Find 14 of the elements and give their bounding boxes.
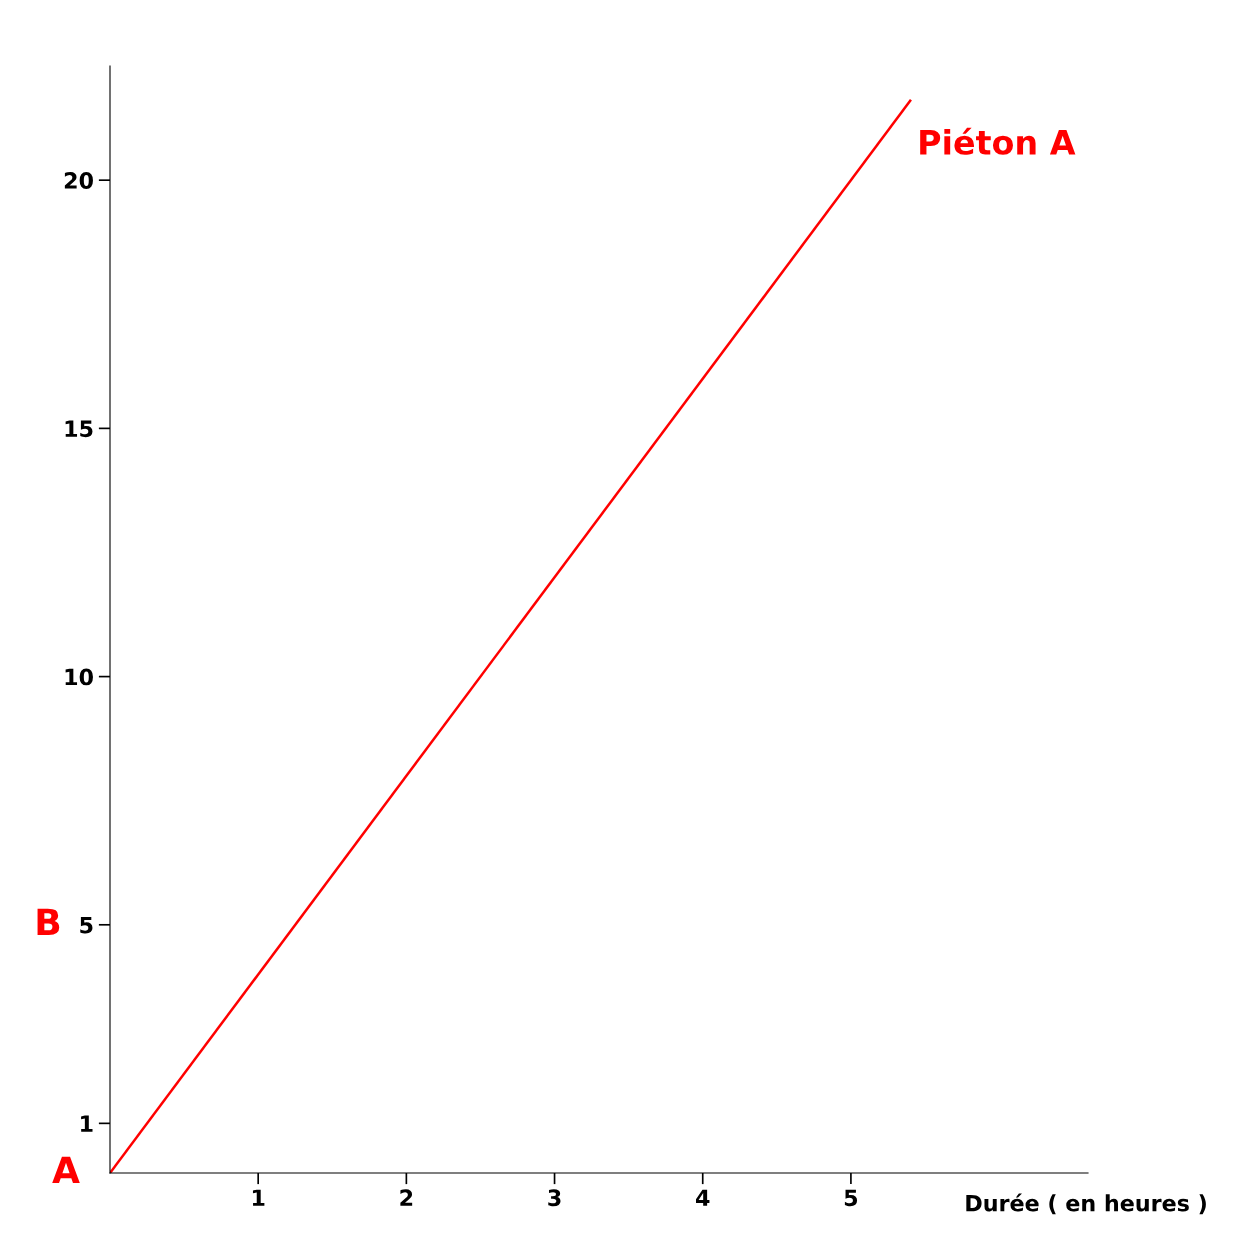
x-tick-label: 2 bbox=[400, 1189, 413, 1206]
text: A bbox=[52, 1156, 80, 1183]
series-label: Piéton A bbox=[920, 127, 1076, 155]
x-tick-label: 1 bbox=[252, 1189, 265, 1206]
text: B bbox=[37, 908, 60, 935]
y-tick-label: 5 bbox=[80, 917, 93, 934]
x-tick-label: 3 bbox=[548, 1189, 561, 1207]
x-axis-title: Durée ( en heures ) bbox=[966, 1193, 1206, 1215]
x-tick-label: 5 bbox=[844, 1189, 858, 1207]
y-tick-label: 20 bbox=[64, 172, 93, 189]
y-tick-label: 10 bbox=[65, 668, 93, 686]
y-tick-label: 1 bbox=[81, 1115, 93, 1132]
x-tick-label: 4 bbox=[696, 1189, 710, 1206]
y-tick-label: 15 bbox=[65, 420, 93, 438]
